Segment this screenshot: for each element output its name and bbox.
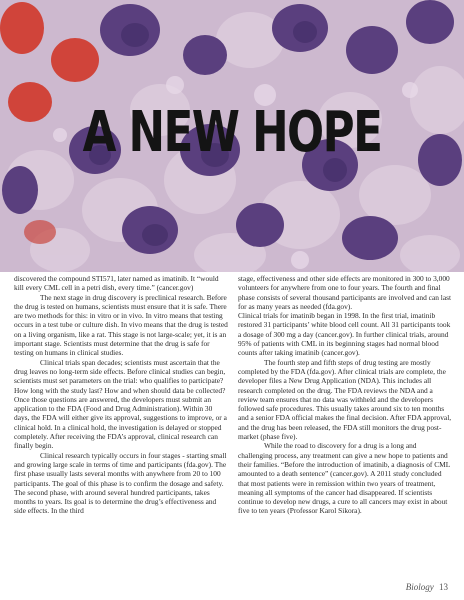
microscope-cells-image xyxy=(0,0,464,272)
page-number: 13 xyxy=(439,582,448,592)
paragraph: The fourth step and fifth steps of drug … xyxy=(238,357,452,442)
article-title: A NEW HOPE xyxy=(82,100,383,165)
text-column-right: stage, effectiveness and other side effe… xyxy=(238,274,452,574)
article-body: discovered the compound STI571, later na… xyxy=(14,274,452,574)
paragraph: stage, effectiveness and other side effe… xyxy=(238,274,452,311)
text-column-left: discovered the compound STI571, later na… xyxy=(14,274,228,574)
paragraph: Clinical research typically occurs in fo… xyxy=(14,450,227,516)
page-footer: Biology 13 xyxy=(406,582,448,592)
paragraph: discovered the compound STI571, later na… xyxy=(14,274,219,293)
paragraph: While the road to discovery for a drug i… xyxy=(238,441,450,516)
paragraph: The next stage in drug discovery is prec… xyxy=(14,292,228,358)
section-name: Biology xyxy=(405,582,434,592)
paragraph: Clinical trials for imatinib began in 19… xyxy=(238,311,451,358)
paragraph: Clinical trials span decades; scientists… xyxy=(14,357,227,451)
